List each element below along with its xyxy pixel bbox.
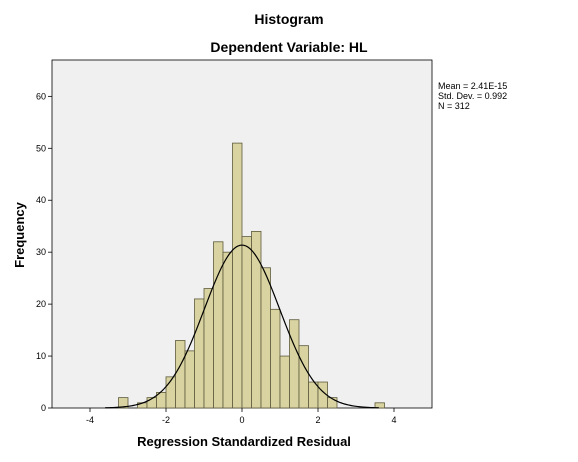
histogram-bar — [184, 350, 195, 409]
y-tick-label: 10 — [36, 351, 46, 361]
x-tick-label: -4 — [86, 415, 94, 425]
histogram-bar — [308, 381, 319, 409]
histogram-bar — [298, 345, 309, 409]
x-tick-label: 4 — [391, 415, 396, 425]
histogram-bar — [175, 340, 186, 409]
x-tick-label: 2 — [315, 415, 320, 425]
histogram-bar — [251, 231, 262, 409]
y-axis-title: Frequency — [12, 201, 27, 268]
stat-mean: Mean = 2.41E-15 — [438, 81, 507, 91]
histogram-bar — [279, 355, 290, 409]
histogram-bar — [374, 402, 385, 409]
histogram-bar — [270, 308, 281, 409]
histogram-bar — [289, 319, 300, 409]
histogram-bar — [222, 251, 233, 409]
x-tick-label: -2 — [162, 415, 170, 425]
histogram-bar — [327, 397, 338, 409]
y-tick-label: 0 — [41, 403, 46, 413]
normal-curve — [105, 244, 379, 409]
stats-box: Mean = 2.41E-15 Std. Dev. = 0.992 N = 31… — [438, 81, 507, 111]
y-tick-label: 20 — [36, 299, 46, 309]
x-axis-title: Regression Standardized Residual — [137, 434, 351, 449]
chart-title: Histogram — [254, 11, 323, 27]
chart-subtitle: Dependent Variable: HL — [210, 39, 368, 55]
y-tick-label: 50 — [36, 143, 46, 153]
histogram-bar — [260, 267, 271, 409]
histogram-bars — [118, 142, 385, 409]
histogram-bar — [232, 142, 243, 409]
x-tick-label: 0 — [239, 415, 244, 425]
y-tick-label: 30 — [36, 247, 46, 257]
stat-n: N = 312 — [438, 101, 470, 111]
y-tick-label: 40 — [36, 195, 46, 205]
y-tick-label: 60 — [36, 91, 46, 101]
axes: 0 10 20 30 40 50 60 -4 -2 0 2 4 — [36, 91, 397, 425]
histogram-bar — [118, 397, 129, 409]
stat-std-dev: Std. Dev. = 0.992 — [438, 91, 507, 101]
histogram-bar — [241, 236, 252, 409]
